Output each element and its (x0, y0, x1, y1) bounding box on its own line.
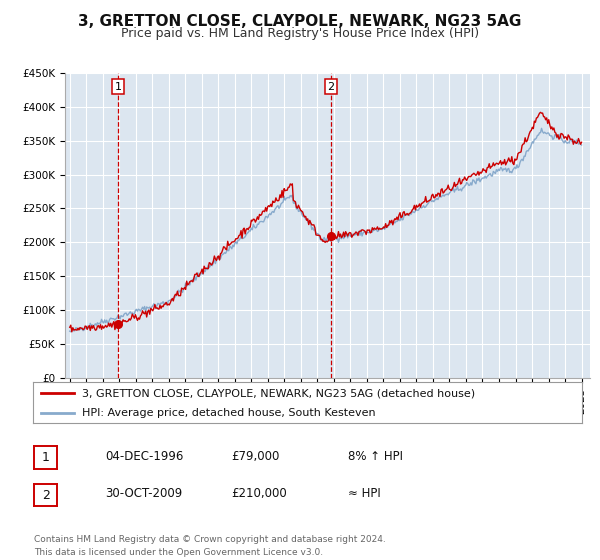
Text: 1: 1 (115, 82, 121, 91)
Text: HPI: Average price, detached house, South Kesteven: HPI: Average price, detached house, Sout… (82, 408, 376, 418)
Text: £210,000: £210,000 (231, 487, 287, 501)
Text: Contains HM Land Registry data © Crown copyright and database right 2024.
This d: Contains HM Land Registry data © Crown c… (34, 535, 386, 557)
Text: 2: 2 (328, 82, 335, 91)
Text: 2: 2 (41, 488, 50, 502)
Text: 1: 1 (41, 451, 50, 464)
Text: 30-OCT-2009: 30-OCT-2009 (105, 487, 182, 501)
Text: Price paid vs. HM Land Registry's House Price Index (HPI): Price paid vs. HM Land Registry's House … (121, 27, 479, 40)
Text: £79,000: £79,000 (231, 450, 280, 463)
Text: 8% ↑ HPI: 8% ↑ HPI (348, 450, 403, 463)
Text: 3, GRETTON CLOSE, CLAYPOLE, NEWARK, NG23 5AG: 3, GRETTON CLOSE, CLAYPOLE, NEWARK, NG23… (79, 14, 521, 29)
Text: ≈ HPI: ≈ HPI (348, 487, 381, 501)
Text: 3, GRETTON CLOSE, CLAYPOLE, NEWARK, NG23 5AG (detached house): 3, GRETTON CLOSE, CLAYPOLE, NEWARK, NG23… (82, 389, 476, 398)
Text: 04-DEC-1996: 04-DEC-1996 (105, 450, 184, 463)
